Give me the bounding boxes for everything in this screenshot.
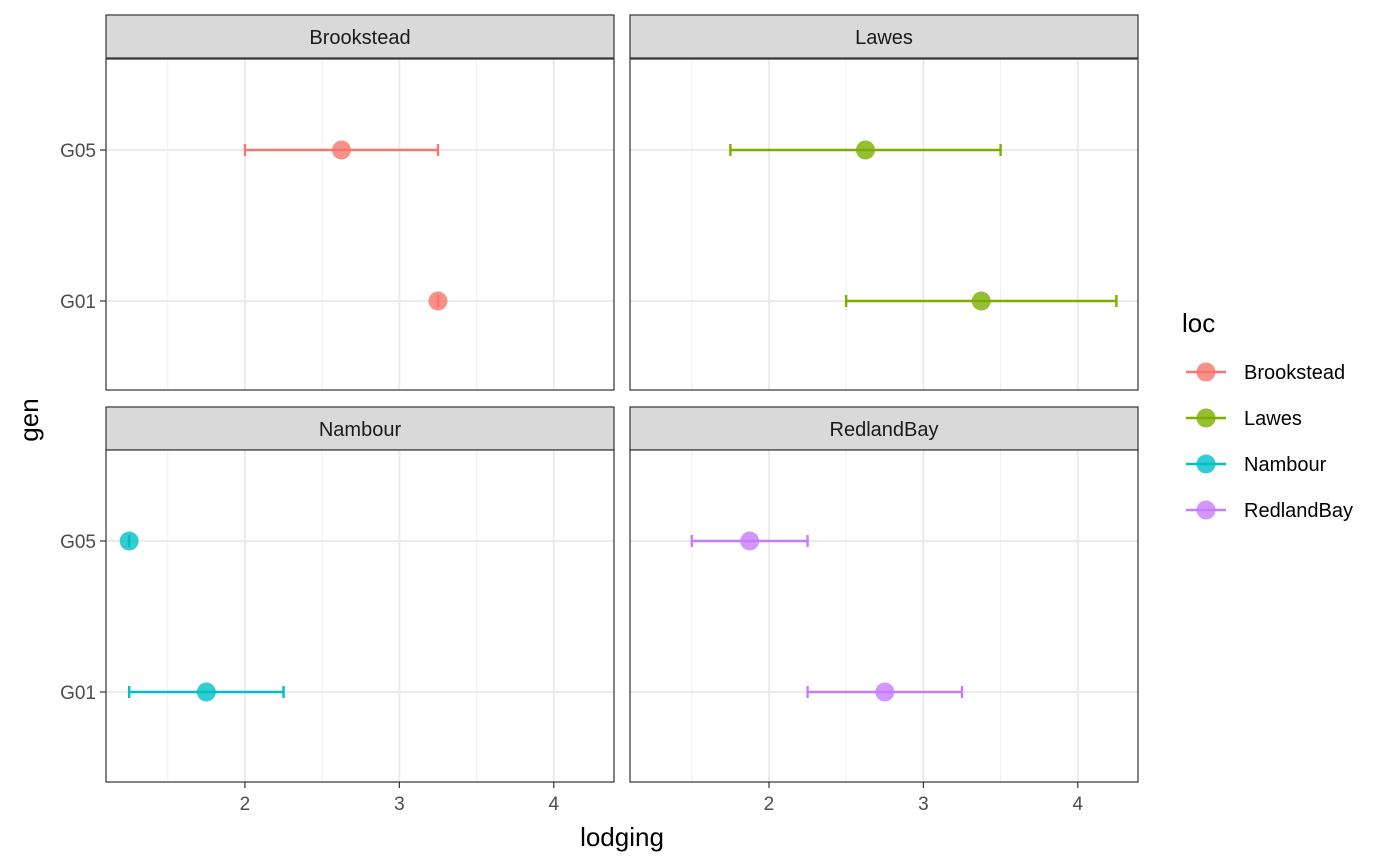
x-tick-label: 4 (1072, 794, 1083, 815)
legend-key-point (1196, 408, 1216, 428)
y-axis-title: gen (14, 398, 44, 441)
facet-strip (629, 406, 1139, 451)
legend-key (1186, 500, 1226, 520)
facet-lawes: Lawes (629, 14, 1139, 391)
facet-strip (105, 406, 615, 451)
panel-border (629, 449, 1139, 783)
panel-background (630, 59, 1138, 390)
mean-point (119, 531, 139, 551)
facet-redlandbay: RedlandBay (629, 406, 1139, 783)
mean-point (196, 682, 216, 702)
panel-border (105, 58, 615, 391)
mean-point (875, 682, 895, 702)
facet-strip (105, 14, 615, 59)
legend-key (1186, 454, 1226, 474)
legend-label: Brookstead (1244, 362, 1345, 384)
x-tick-label: 4 (548, 794, 559, 815)
x-tick-label: 3 (394, 794, 405, 815)
facet-panels: Brookstead Lawes Nambour RedlandBay (105, 14, 1139, 783)
x-tick-label: 3 (918, 794, 929, 815)
legend-label: Lawes (1244, 408, 1302, 430)
legend-key-point (1196, 362, 1216, 382)
panel-background (630, 450, 1138, 782)
panel-border (105, 449, 615, 783)
x-axis-title: lodging (580, 822, 664, 852)
panel-border (629, 58, 1139, 391)
legend-key-point (1196, 500, 1216, 520)
mean-point (855, 140, 875, 160)
y-tick-label: G05 (60, 141, 96, 162)
panel-background (106, 450, 614, 782)
legend-key (1186, 408, 1226, 428)
mean-point (428, 291, 448, 311)
x-tick-label: 2 (764, 794, 775, 815)
facet-brookstead: Brookstead (105, 14, 615, 391)
mean-point (971, 291, 991, 311)
mean-point (740, 531, 760, 551)
legend-title: loc (1182, 308, 1215, 338)
panel-background (106, 59, 614, 390)
axes: G05 G01 G05 G01 2 3 4 2 3 4 (60, 141, 1083, 815)
facet-strip (629, 14, 1139, 59)
y-tick-label: G05 (60, 532, 96, 553)
facet-strip-label: RedlandBay (830, 419, 939, 441)
legend-key (1186, 362, 1226, 382)
legend: loc Brookstead Lawes Nambour RedlandBay (1182, 308, 1353, 522)
facet-strip-label: Nambour (319, 419, 402, 441)
y-tick-label: G01 (60, 292, 96, 313)
facet-strip-label: Lawes (855, 27, 913, 49)
x-tick-label: 2 (240, 794, 251, 815)
facet-strip-label: Brookstead (309, 27, 410, 49)
mean-point (331, 140, 351, 160)
legend-label: Nambour (1244, 454, 1327, 476)
facet-nambour: Nambour (105, 406, 615, 783)
legend-label: RedlandBay (1244, 500, 1353, 522)
legend-key-point (1196, 454, 1216, 474)
y-tick-label: G01 (60, 683, 96, 704)
